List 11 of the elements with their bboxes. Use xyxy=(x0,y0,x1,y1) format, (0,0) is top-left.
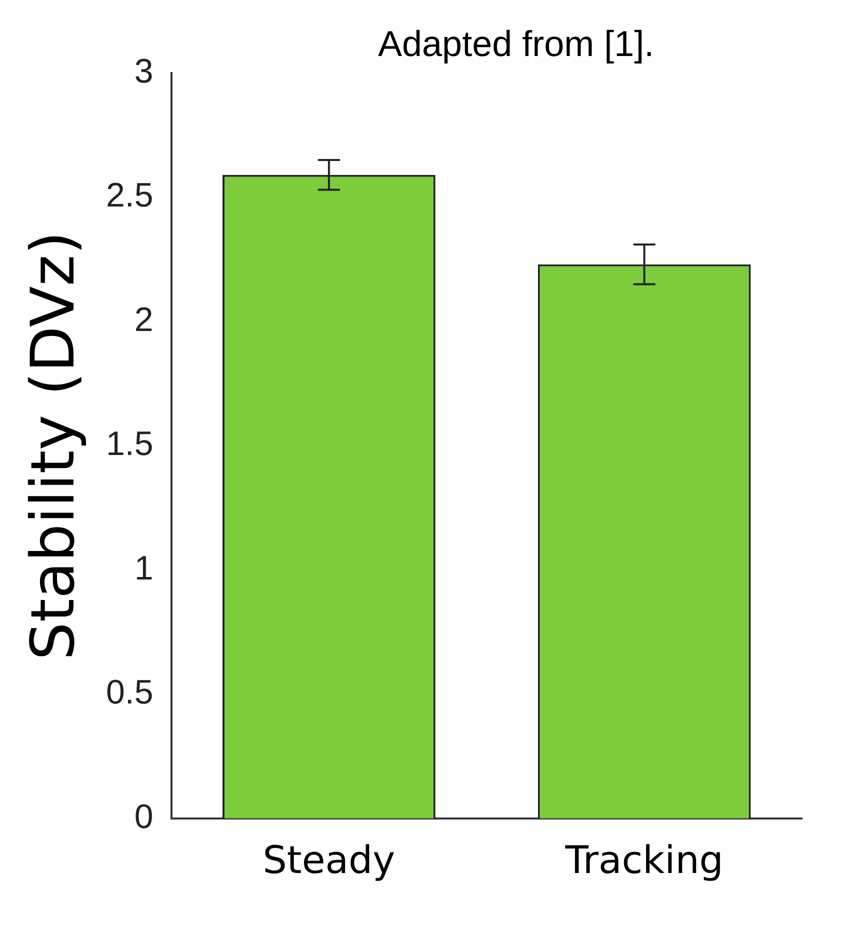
y-tick-label: 2.5 xyxy=(106,176,154,215)
y-tick-label: 0.5 xyxy=(106,674,154,712)
x-tick-label: Tracking xyxy=(564,838,724,882)
y-tick-label: 2 xyxy=(134,300,154,339)
text: Adapted from [1]. xyxy=(378,22,654,64)
y-tick-label: 1.5 xyxy=(106,425,154,464)
y-tick-label: 1 xyxy=(134,549,154,588)
y-tick-label: 0 xyxy=(134,798,154,836)
y-tick-label: 3 xyxy=(134,52,154,90)
x-tick-label: Steady xyxy=(262,838,396,882)
y-axis-title: Stability (DVz) xyxy=(18,231,89,660)
